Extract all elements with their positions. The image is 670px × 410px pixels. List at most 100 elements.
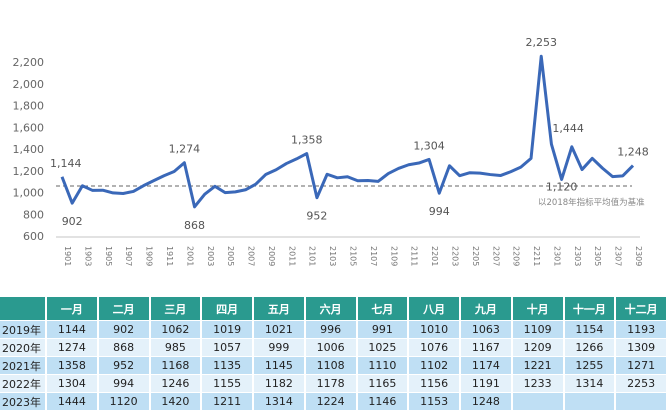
y-tick-label: 800	[23, 208, 44, 221]
row-label: 2019年	[0, 321, 45, 338]
x-tick-label: 2309	[634, 246, 643, 266]
x-tick-label: 1909	[145, 246, 154, 266]
row-label: 2022年	[0, 375, 45, 392]
data-label: 1,120	[546, 180, 578, 193]
column-header: 三月	[150, 297, 201, 320]
table-cell: 1224	[305, 393, 356, 410]
table-cell: 999	[254, 339, 304, 356]
x-tick-label: 2107	[369, 246, 378, 266]
x-tick-label: 2307	[614, 246, 623, 266]
table-cell: 1108	[305, 357, 356, 374]
table-cell: 1271	[616, 357, 666, 374]
table-cell: 868	[98, 339, 149, 356]
baseline-label: 以2018年指标平均值为基准	[538, 197, 645, 208]
data-label: 1,304	[413, 139, 445, 152]
x-tick-label: 1911	[165, 246, 174, 266]
table-cell: 1165	[357, 375, 408, 392]
table-cell: 1358	[47, 357, 97, 374]
column-header: 九月	[461, 297, 511, 320]
data-label: 994	[429, 205, 450, 218]
table-cell: 1233	[512, 375, 563, 392]
table-cell: 1309	[616, 339, 666, 356]
table-cell: 1178	[305, 375, 356, 392]
table-cell: 1006	[305, 339, 356, 356]
row-label: 2021年	[0, 357, 45, 374]
table-cell: 1145	[254, 357, 304, 374]
table-cell: 1135	[202, 357, 252, 374]
data-table: 一月 二月 三月 四月 五月 六月 七月 八月 九月 十月 十一月 十二月 2019年 1144 902 1…	[0, 296, 668, 410]
table-cell: 1420	[150, 393, 201, 410]
y-tick-label: 2,000	[13, 78, 45, 91]
table-cell: 1209	[512, 339, 563, 356]
table-cell: 952	[98, 357, 149, 374]
row-label: 2020年	[0, 339, 45, 356]
table-cell: 1191	[461, 375, 511, 392]
table-cell: 1221	[512, 357, 563, 374]
table-cell: 1076	[409, 339, 459, 356]
column-header: 十月	[512, 297, 563, 320]
table-cell: 902	[98, 321, 149, 338]
x-tick-label: 2303	[573, 246, 582, 266]
x-tick-label: 2011	[287, 246, 296, 266]
table-cell: 1010	[409, 321, 459, 338]
y-tick-label: 2,200	[13, 56, 45, 69]
table-row: 2021年 1358 952 1168 1135 1145 1108 1110 1102 1174…	[0, 357, 666, 374]
table-cell: 1304	[47, 375, 97, 392]
data-label: 868	[184, 219, 205, 232]
x-tick-label: 1901	[63, 246, 72, 266]
table-cell: 2253	[616, 375, 666, 392]
table-cell: 1255	[564, 357, 615, 374]
column-header: 八月	[409, 297, 459, 320]
x-tick-label: 2103	[328, 246, 337, 266]
y-tick-label: 1,600	[13, 121, 45, 134]
y-tick-label: 600	[23, 230, 44, 243]
table-cell	[512, 393, 563, 410]
table-cell: 1266	[564, 339, 615, 356]
x-tick-label: 1903	[83, 246, 92, 266]
column-header: 一月	[47, 297, 97, 320]
column-header: 四月	[202, 297, 252, 320]
table-cell: 1314	[564, 375, 615, 392]
x-tick-label: 2005	[226, 246, 235, 266]
corner-header	[0, 297, 45, 320]
y-tick-label: 1,800	[13, 100, 45, 113]
row-label: 2023年	[0, 393, 45, 410]
column-header: 七月	[357, 297, 408, 320]
x-tick-label: 2201	[430, 246, 439, 266]
table-cell	[616, 393, 666, 410]
x-tick-label: 1905	[104, 246, 113, 266]
table-cell: 1019	[202, 321, 252, 338]
table-cell: 1174	[461, 357, 511, 374]
table-cell: 1211	[202, 393, 252, 410]
x-tick-label: 2301	[552, 246, 561, 266]
x-tick-label: 2209	[512, 246, 521, 266]
data-label: 1,144	[50, 157, 82, 170]
table-cell: 1274	[47, 339, 97, 356]
table-cell: 1146	[357, 393, 408, 410]
table-row: 2023年 1444 1120 1420 1211 1314 1224 1146 1153 124…	[0, 393, 666, 410]
x-tick-label: 2007	[247, 246, 256, 266]
table-cell: 1168	[150, 357, 201, 374]
table-header-row: 一月 二月 三月 四月 五月 六月 七月 八月 九月 十月 十一月 十二月	[0, 297, 666, 320]
column-header: 十一月	[564, 297, 615, 320]
x-tick-label: 2203	[450, 246, 459, 266]
x-tick-label: 2105	[349, 246, 358, 266]
table-cell: 1025	[357, 339, 408, 356]
y-tick-label: 1,400	[13, 143, 45, 156]
line-chart: 600 800 1,000 1,200 1,400 1,600 1,800 2,000 2,20…	[13, 36, 649, 266]
table-cell: 1063	[461, 321, 511, 338]
x-tick-label: 2109	[389, 246, 398, 266]
table-cell: 994	[98, 375, 149, 392]
table-cell: 1155	[202, 375, 252, 392]
table-cell: 985	[150, 339, 201, 356]
table-cell	[564, 393, 615, 410]
column-header: 六月	[305, 297, 356, 320]
table-cell: 991	[357, 321, 408, 338]
x-tick-label: 2305	[593, 246, 602, 266]
x-tick-label: 2211	[532, 246, 541, 266]
data-label: 902	[62, 215, 83, 228]
table-cell: 1314	[254, 393, 304, 410]
x-tick-label: 2205	[471, 246, 480, 266]
table-cell: 1248	[461, 393, 511, 410]
